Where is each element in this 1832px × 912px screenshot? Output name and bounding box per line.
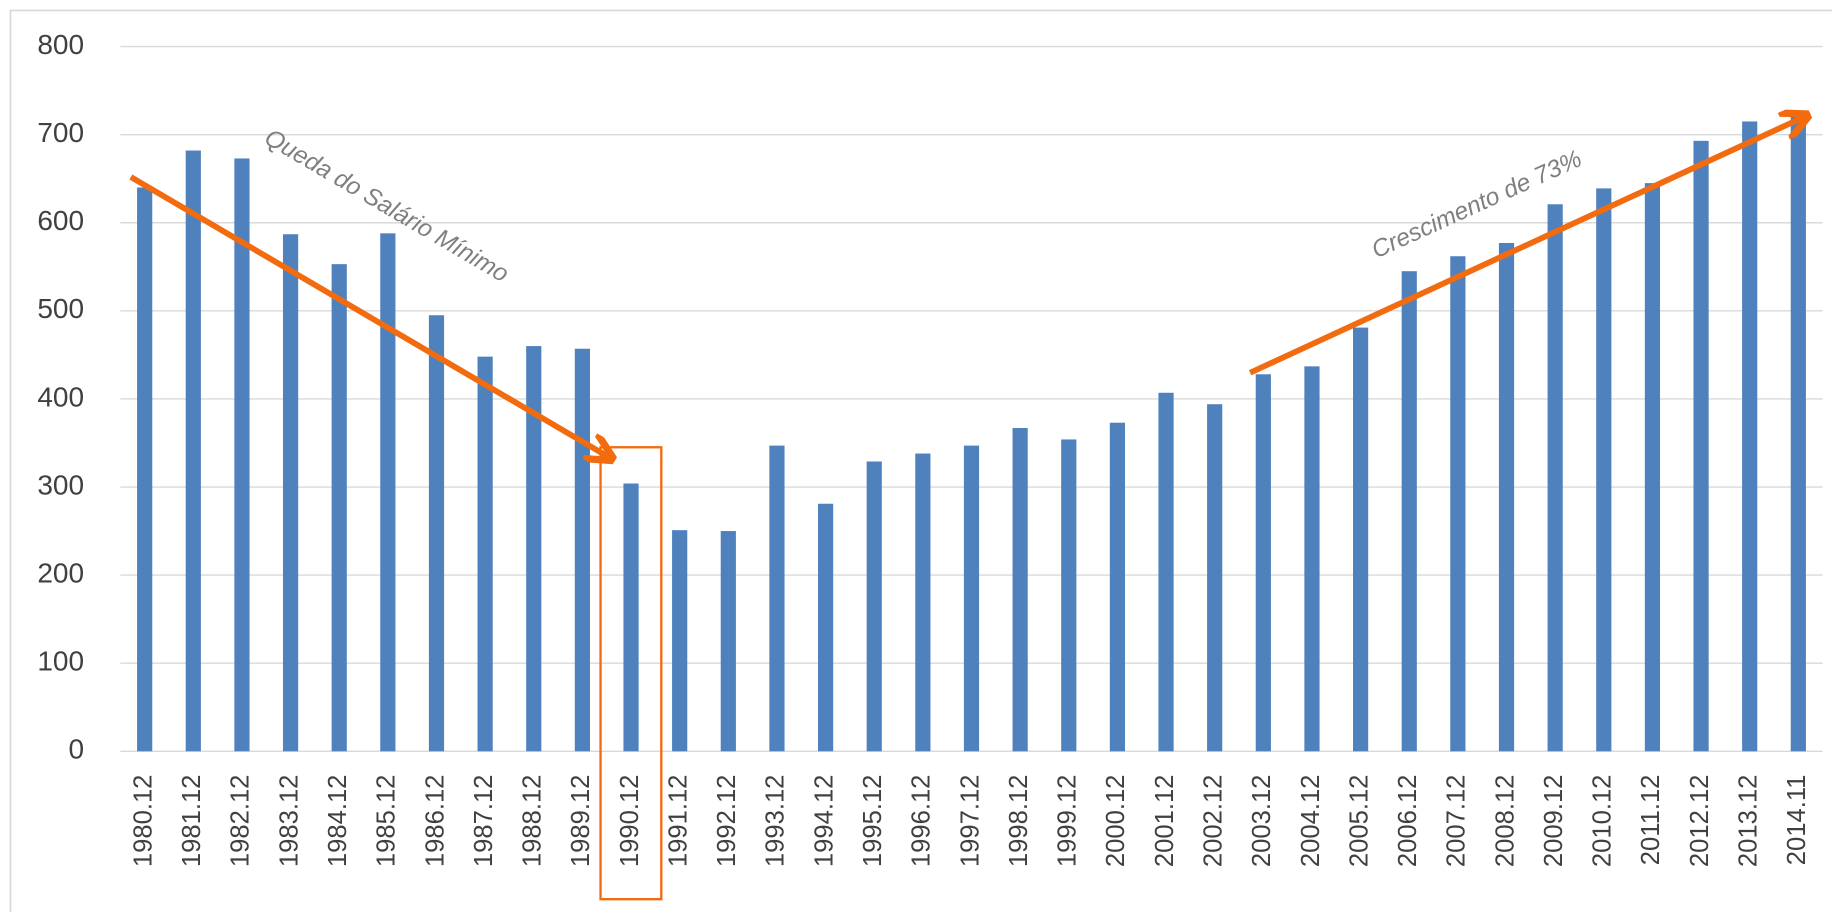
x-tick-label: 2000.12: [1102, 775, 1130, 868]
x-tick-label: 2012.12: [1686, 775, 1714, 868]
bar: [282, 234, 299, 752]
bar: [672, 530, 688, 752]
x-tick-label: 1990.12: [616, 775, 644, 868]
bar: [477, 356, 493, 752]
x-tick-label: 1994.12: [810, 775, 838, 868]
trend-arrow: [1248, 116, 1805, 376]
x-tick-label: 1997.12: [956, 775, 984, 868]
x-tick-label: 2007.12: [1443, 775, 1471, 868]
bar: [1547, 204, 1563, 752]
bar: [915, 453, 931, 752]
x-tick-label: 2011.12: [1637, 775, 1665, 866]
x-tick-label: 1984.12: [324, 775, 352, 868]
y-tick-label: 200: [37, 558, 84, 589]
bar: [137, 187, 153, 752]
bar: [1109, 422, 1126, 752]
bar: [1304, 366, 1320, 752]
bar: [769, 445, 785, 752]
bar: [866, 461, 882, 752]
x-tick-label: 1999.12: [1054, 775, 1082, 868]
bar: [1790, 113, 1806, 752]
x-tick-label: 1986.12: [421, 775, 449, 868]
bar: [720, 531, 736, 752]
x-tick-label: 2005.12: [1345, 775, 1373, 868]
bar: [1742, 121, 1758, 752]
bar: [1158, 392, 1174, 752]
bar: [1255, 374, 1271, 752]
bar: [1498, 243, 1515, 752]
highlight-box: [599, 446, 663, 901]
x-tick-label: 2004.12: [1297, 775, 1325, 868]
bar: [1061, 439, 1077, 752]
bar: [234, 158, 250, 752]
x-tick-label: 1980.12: [129, 775, 157, 868]
x-tick-label: 1985.12: [373, 775, 401, 868]
x-tick-label: 1987.12: [470, 775, 498, 868]
y-tick-label: 400: [37, 381, 84, 412]
x-tick-label: 1982.12: [227, 775, 255, 868]
x-tick-label: 1988.12: [519, 775, 547, 868]
x-tick-label: 1989.12: [567, 775, 595, 868]
bar: [1596, 188, 1612, 752]
x-tick-label: 1993.12: [762, 775, 790, 868]
bar: [1644, 183, 1661, 752]
y-tick-label: 300: [37, 469, 84, 500]
x-tick-label: 2010.12: [1589, 775, 1617, 868]
x-tick-label: 1981.12: [178, 775, 206, 868]
bar: [623, 483, 639, 752]
x-tick-label: 1996.12: [908, 775, 936, 868]
y-tick-label: 500: [37, 293, 84, 324]
x-tick-label: 1983.12: [275, 775, 303, 868]
bar: [1693, 140, 1709, 752]
bar: [963, 445, 980, 752]
x-tick-label: 2013.12: [1734, 775, 1762, 868]
y-tick-label: 0: [69, 734, 85, 765]
chart-frame: [9, 9, 1832, 912]
y-tick-label: 600: [37, 205, 84, 236]
bar: [380, 233, 396, 752]
x-tick-label: 2002.12: [1199, 775, 1227, 868]
bar: [1353, 327, 1369, 752]
y-tick-label: 800: [37, 29, 84, 60]
bar: [817, 503, 834, 752]
x-tick-label: 2014.11: [1783, 775, 1811, 866]
x-tick-label: 1998.12: [1005, 775, 1033, 868]
x-tick-label: 1991.12: [664, 775, 692, 868]
bar: [1401, 271, 1417, 752]
x-tick-label: 1995.12: [859, 775, 887, 868]
y-tick-label: 100: [37, 646, 84, 677]
x-tick-label: 2001.12: [1151, 775, 1179, 868]
bar: [331, 264, 347, 752]
bar: [185, 150, 201, 752]
bar: [526, 346, 542, 752]
x-tick-label: 2009.12: [1540, 775, 1568, 868]
x-tick-label: 1992.12: [713, 775, 741, 868]
x-tick-label: 2008.12: [1491, 775, 1519, 868]
trend-arrow: [129, 174, 610, 458]
y-tick-label: 700: [37, 117, 84, 148]
x-tick-label: 2003.12: [1248, 775, 1276, 868]
x-tick-label: 2006.12: [1394, 775, 1422, 868]
bar: [428, 315, 445, 752]
bar: [1450, 256, 1466, 752]
bar: [1207, 404, 1223, 752]
bar: [1012, 427, 1028, 752]
bar: [574, 348, 590, 752]
